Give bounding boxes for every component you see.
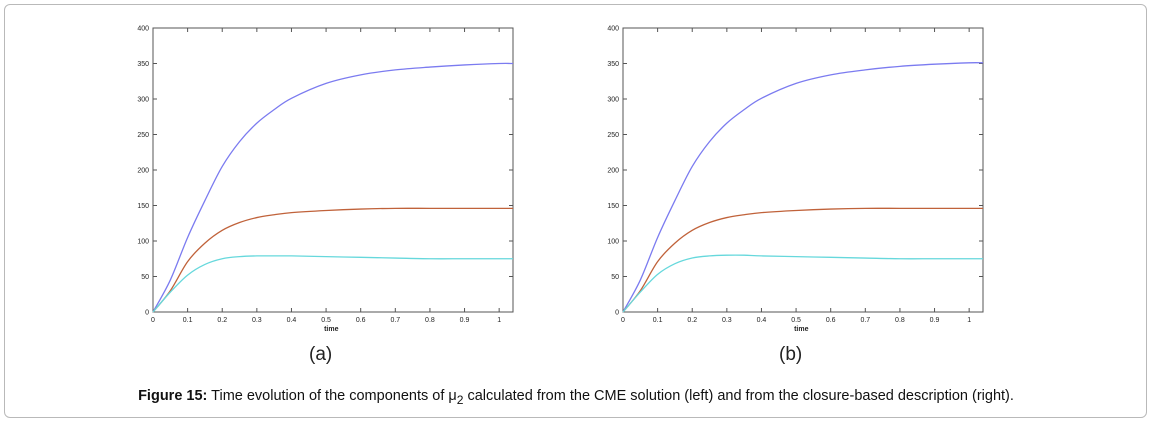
series-line-a-2 <box>152 207 513 313</box>
chart-b: 0 50 100 150 200 250 300 350 400 0 0.1 0.2 0.3 0.4 0.5… <box>607 26 984 333</box>
chart-a: 0 50 100 150 200 250 300 350 400 0 0.1 0.2 0.3 0.4 0.5… <box>137 26 514 333</box>
x-tick-label-b: 0.5 <box>791 317 801 324</box>
caption-label: Figure 15: <box>138 388 208 404</box>
chart-panel-a: 0 50 100 150 200 250 300 350 400 0 0.1 0.2 0.3 0.4 0.5… <box>120 0 540 345</box>
x-axis-label-a: time <box>324 326 339 333</box>
y-tick-label-b: 150 <box>607 203 619 210</box>
x-tick-label-b: 0.2 <box>687 317 697 324</box>
x-tick-label-a: 0.8 <box>425 317 435 324</box>
caption-text-before: Time evolution of the components of μ <box>211 388 457 404</box>
x-axis-label-b: time <box>794 326 809 333</box>
caption-subscript: 2 <box>456 392 464 407</box>
x-tick-label-b: 0 <box>621 317 625 324</box>
y-tick-label-b: 250 <box>607 132 619 139</box>
x-tick-label-a: 0.3 <box>252 317 262 324</box>
y-tick-label-a: 300 <box>137 97 149 104</box>
y-tick-label-a: 400 <box>137 26 149 33</box>
y-tick-label-a: 150 <box>137 203 149 210</box>
x-tick-label-a: 0 <box>151 317 155 324</box>
figure-caption: Figure 15: Time evolution of the compone… <box>0 388 1152 407</box>
series-line-b-2 <box>622 207 983 313</box>
x-tick-label-b: 0.7 <box>860 317 870 324</box>
chart-panel-b: 0 50 100 150 200 250 300 350 400 0 0.1 0.2 0.3 0.4 0.5… <box>590 0 1010 345</box>
caption-text-after: calculated from the CME solution (left) … <box>463 388 1014 404</box>
y-tick-label-a: 350 <box>137 61 149 68</box>
x-tick-label-b: 0.3 <box>722 317 732 324</box>
x-tick-label-a: 0.6 <box>356 317 366 324</box>
y-tick-label-b: 300 <box>607 97 619 104</box>
plot-area-a <box>152 27 514 313</box>
panel-label-a: (a) <box>309 344 333 365</box>
y-tick-label-a: 0 <box>145 310 149 317</box>
plot-area-b <box>622 27 984 313</box>
x-tick-label-a: 0.4 <box>287 317 297 324</box>
x-tick-label-a: 0.5 <box>321 317 331 324</box>
y-tick-label-a: 200 <box>137 168 149 175</box>
x-tick-label-a: 0.2 <box>217 317 227 324</box>
y-tick-label-a: 100 <box>137 239 149 246</box>
y-tick-label-b: 350 <box>607 61 619 68</box>
x-tick-label-a: 0.7 <box>390 317 400 324</box>
x-tick-label-a: 0.9 <box>460 317 470 324</box>
x-tick-label-b: 0.8 <box>895 317 905 324</box>
x-tick-label-a: 0.1 <box>183 317 193 324</box>
y-tick-label-b: 50 <box>611 274 619 281</box>
x-tick-label-b: 0.9 <box>930 317 940 324</box>
x-tick-label-b: 1 <box>967 317 971 324</box>
figure-frame <box>4 4 1147 418</box>
x-tick-label-a: 1 <box>497 317 501 324</box>
x-tick-label-b: 0.6 <box>826 317 836 324</box>
y-tick-label-a: 250 <box>137 132 149 139</box>
y-tick-label-b: 0 <box>615 310 619 317</box>
x-tick-label-b: 0.4 <box>757 317 767 324</box>
series-line-b-1 <box>622 62 984 313</box>
panel-label-b: (b) <box>779 344 803 365</box>
y-tick-label-b: 100 <box>607 239 619 246</box>
series-line-a-1 <box>152 62 514 313</box>
y-tick-label-b: 400 <box>607 26 619 33</box>
series-line-a-3 <box>152 255 513 313</box>
y-tick-label-a: 50 <box>141 274 149 281</box>
series-line-b-3 <box>622 254 983 313</box>
y-tick-label-b: 200 <box>607 168 619 175</box>
x-tick-label-b: 0.1 <box>653 317 663 324</box>
